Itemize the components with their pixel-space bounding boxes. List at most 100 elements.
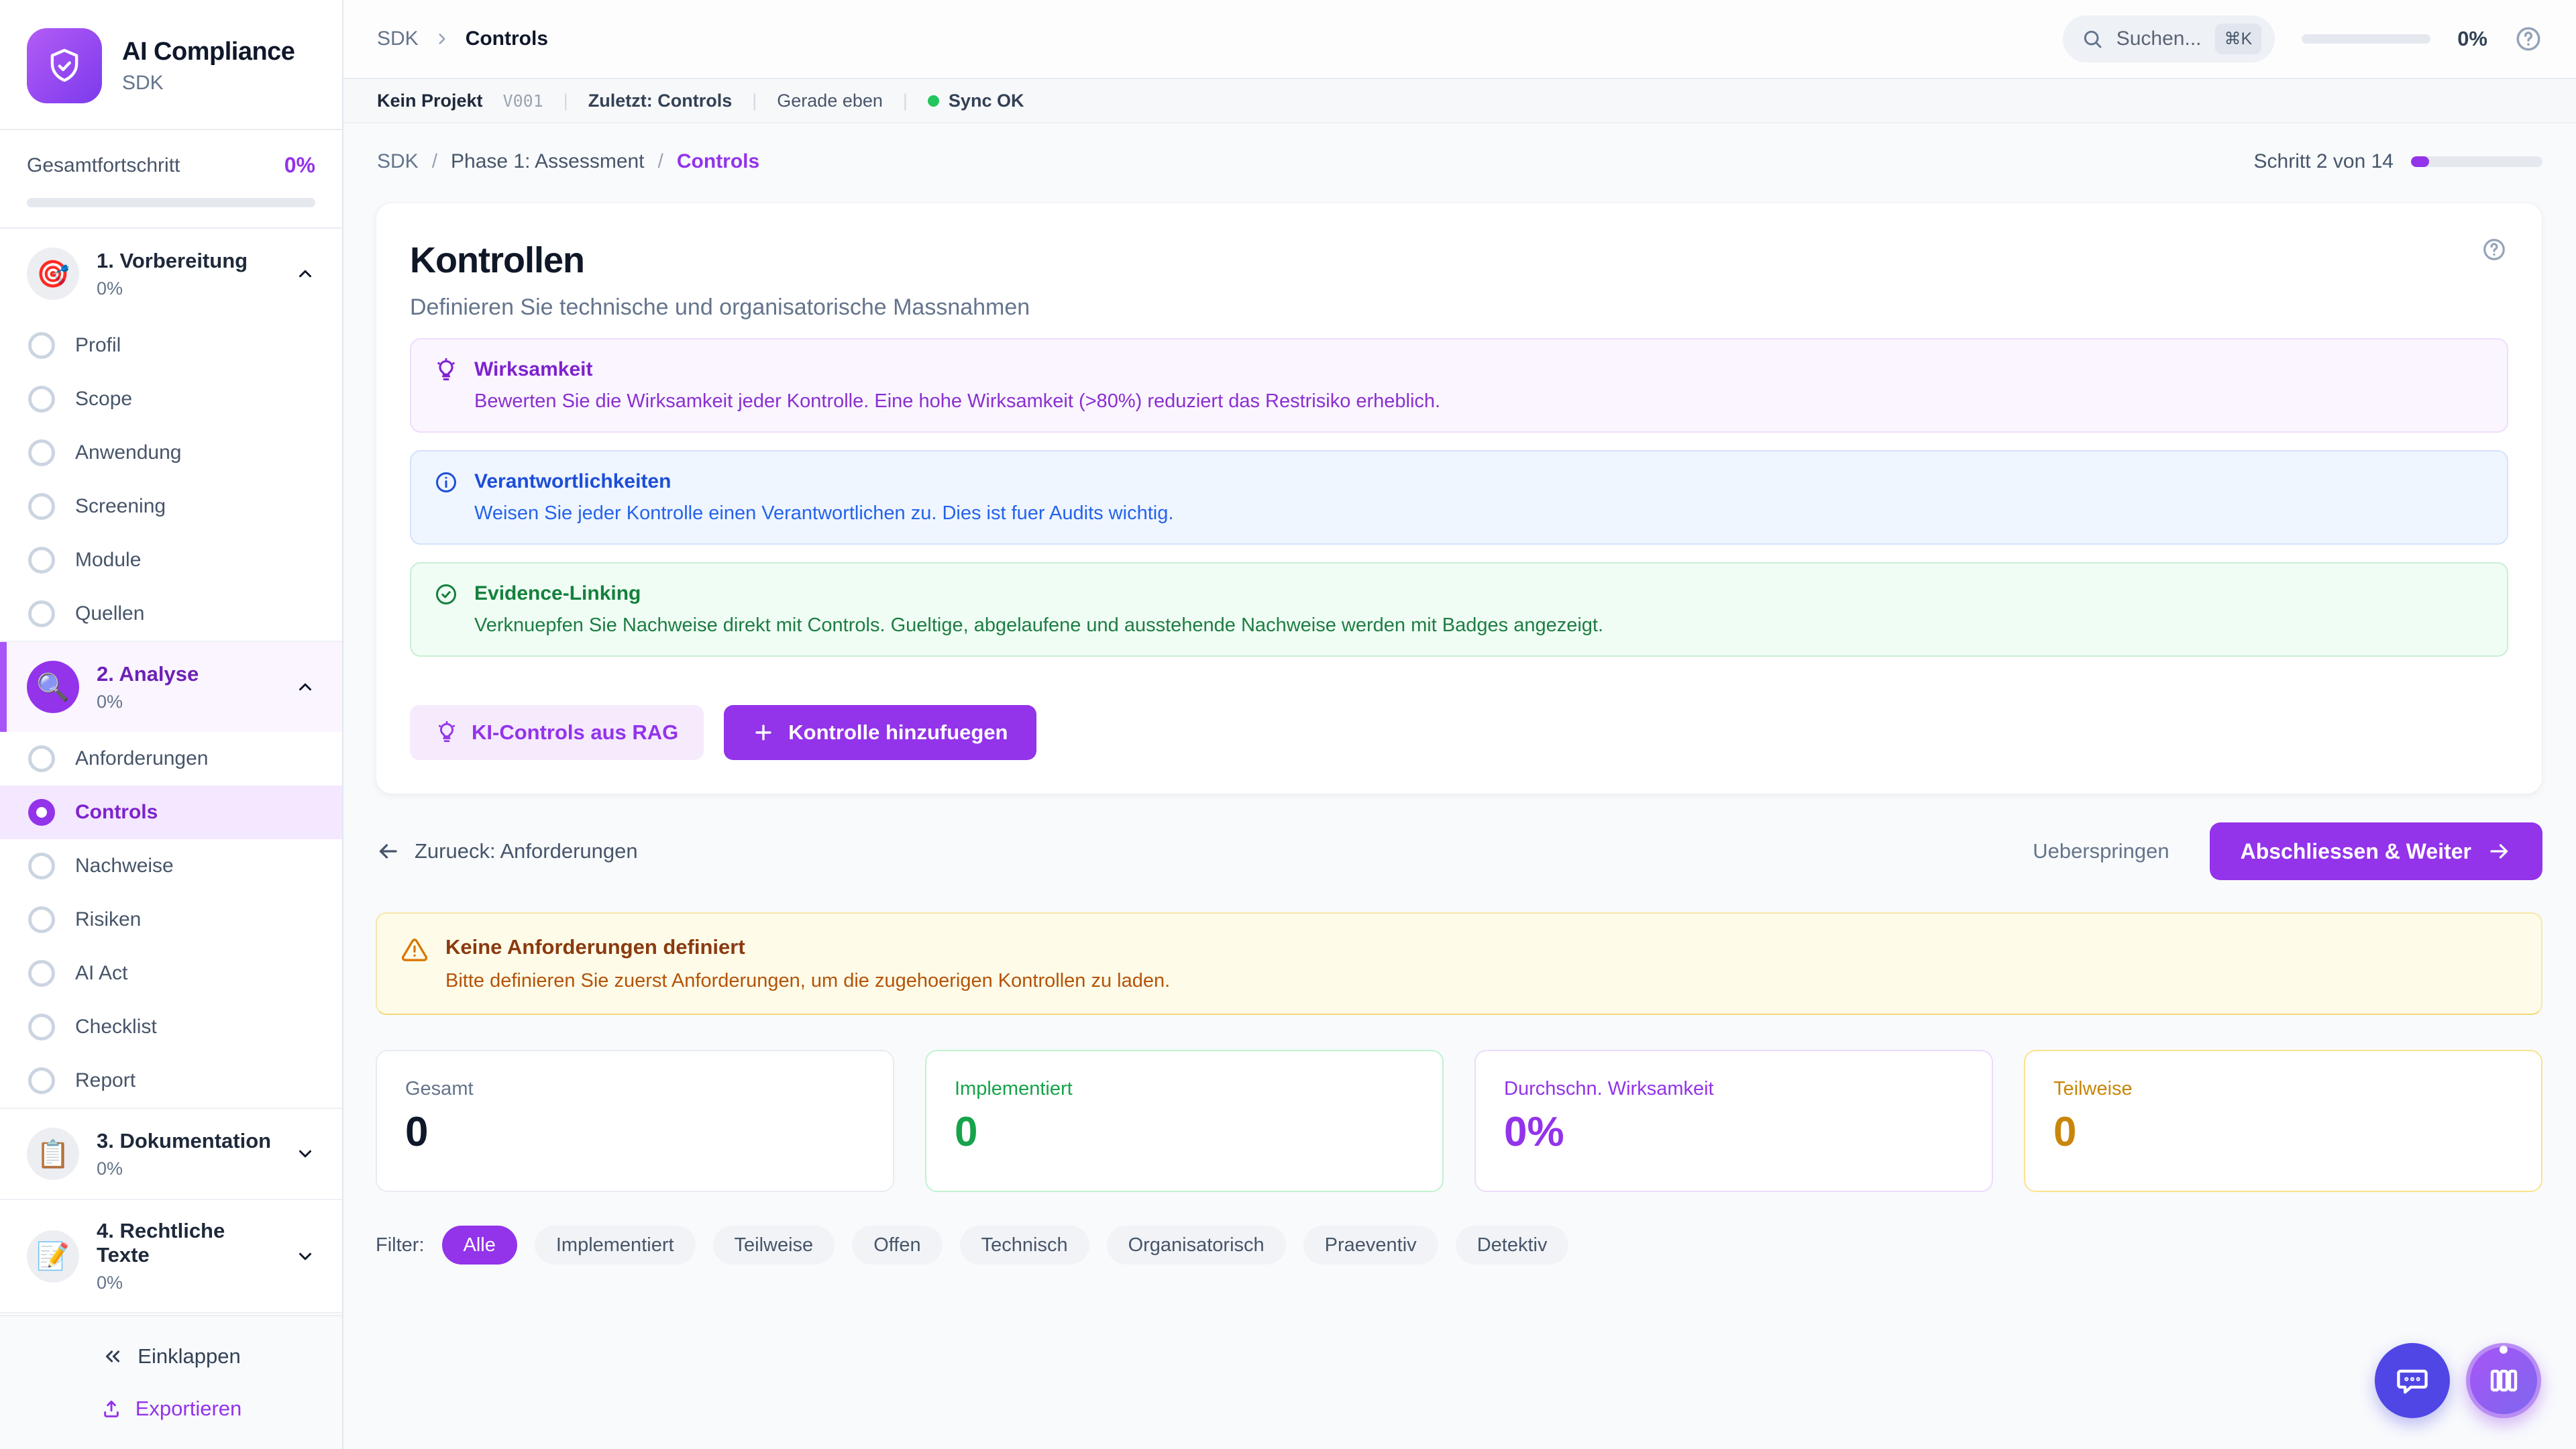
radio-icon [28,853,55,879]
filter-chip-technisch[interactable]: Technisch [959,1226,1089,1265]
filter-chip-detektiv[interactable]: Detektiv [1455,1226,1569,1265]
version-badge: V001 [502,91,543,111]
breadcrumb-current: Controls [465,28,549,50]
path-phase[interactable]: Phase 1: Assessment [451,150,645,172]
export-button[interactable]: Exportieren [101,1397,241,1421]
radio-icon [28,547,55,574]
stat-value: 0 [405,1109,429,1155]
phase-label: 3. Dokumentation [97,1128,272,1152]
phase-header-dokumentation[interactable]: 📋 3. Dokumentation 0% [0,1109,342,1199]
filter-chip-offen[interactable]: Offen [852,1226,943,1265]
sidebar-item-screening[interactable]: Screening [0,480,342,533]
phase-header-vorbereitung[interactable]: 🎯 1. Vorbereitung 0% [0,229,342,319]
warning-banner: Keine Anforderungen definiert Bitte defi… [376,912,2542,1015]
phase-header-betrieb[interactable]: ⚙️ 5. Betrieb 0% [0,1313,342,1315]
sidebar-item-label: Module [75,549,142,571]
search-placeholder: Suchen... [2116,28,2202,50]
sidebar-item-ai-act[interactable]: AI Act [0,947,342,1000]
divider: | [752,90,757,111]
lightbulb-icon [435,721,458,744]
stat-label: Teilweise [2053,1078,2133,1099]
sidebar-item-anforderungen[interactable]: Anforderungen [0,732,342,786]
columns-icon [2487,1364,2520,1397]
sidebar-item-report[interactable]: Report [0,1054,342,1108]
sidebar-item-controls[interactable]: Controls [0,786,342,839]
filter-chip-teilweise[interactable]: Teilweise [712,1226,835,1265]
header-progress-value: 0% [2457,27,2487,50]
back-button[interactable]: Zurueck: Anforderungen [376,839,638,863]
info-box-verantwortlichkeiten: Verantwortlichkeiten Weisen Sie jeder Ko… [410,450,2508,545]
header-progress-bar [2302,34,2431,44]
sidebar-item-profil[interactable]: Profil [0,319,342,372]
breadcrumb: SDK Controls [377,28,548,50]
sidebar-item-scope[interactable]: Scope [0,372,342,426]
chevron-down-icon [295,1144,315,1164]
sidebar-item-checklist[interactable]: Checklist [0,1000,342,1054]
stat-label: Durchschn. Wirksamkeit [1504,1078,1714,1099]
info-box-wirksamkeit: Wirksamkeit Bewerten Sie die Wirksamkeit… [410,338,2508,433]
sidebar-footer: Einklappen Exportieren [0,1315,342,1449]
sidebar-item-label: Profil [75,334,121,356]
phase-header-rechtliche-texte[interactable]: 📝 4. Rechtliche Texte 0% [0,1200,342,1312]
breadcrumb-root[interactable]: SDK [377,28,419,50]
skip-button[interactable]: Ueberspringen [2033,839,2169,863]
path-separator: / [657,150,663,172]
sidebar-item-quellen[interactable]: Quellen [0,587,342,641]
sidebar-item-label: Screening [75,495,166,517]
search-icon [2082,28,2103,50]
chat-fab-button[interactable] [2375,1343,2450,1418]
app-title: AI Compliance [122,37,295,66]
phase-percent: 0% [97,1273,123,1293]
chevron-up-icon [295,264,315,284]
step-progress: Schritt 2 von 14 [2254,150,2542,173]
filter-chip-alle[interactable]: Alle [441,1226,517,1265]
floating-buttons [2375,1343,2541,1418]
sidebar-item-module[interactable]: Module [0,533,342,587]
filter-chip-praeventiv[interactable]: Praeventiv [1303,1226,1438,1265]
memo-pencil-icon: 📝 [27,1230,79,1283]
path-root[interactable]: SDK [377,150,419,172]
info-title: Wirksamkeit [474,358,593,380]
filter-chip-organisatorisch[interactable]: Organisatorisch [1106,1226,1286,1265]
sidebar-item-label: Nachweise [75,855,174,877]
chevron-right-icon [433,30,451,48]
radio-icon [28,1067,55,1094]
ki-controls-rag-button[interactable]: KI-Controls aus RAG [410,705,704,760]
info-text: Bewerten Sie die Wirksamkeit jeder Kontr… [474,390,1441,412]
stats-row: Gesamt 0 Implementiert 0 Durchschn. Wirk… [376,1050,2542,1192]
sidebar-item-anwendung[interactable]: Anwendung [0,426,342,480]
chevron-down-icon [295,1246,315,1267]
stat-card-wirksamkeit: Durchschn. Wirksamkeit 0% [1474,1050,1993,1192]
filter-chip-implementiert[interactable]: Implementiert [534,1226,696,1265]
phase-breadcrumb: SDK / Phase 1: Assessment / Controls [377,150,759,173]
help-icon[interactable] [2514,25,2542,53]
stat-card-implementiert: Implementiert 0 [925,1050,1444,1192]
search-input[interactable]: Suchen... ⌘K [2062,15,2275,62]
collapse-sidebar-button[interactable]: Einklappen [101,1344,241,1368]
overall-progress-value: 0% [284,153,315,177]
divider: | [563,90,568,111]
app-header: AI Compliance SDK [0,0,342,129]
sidebar-item-nachweise[interactable]: Nachweise [0,839,342,893]
radio-icon [28,1014,55,1040]
arrow-right-icon [2487,839,2512,863]
radio-icon [28,332,55,359]
info-title: Evidence-Linking [474,582,641,604]
add-control-button[interactable]: Kontrolle hinzufuegen [724,705,1036,760]
kanban-fab-button[interactable] [2466,1343,2541,1418]
sidebar-item-label: AI Act [75,962,128,984]
info-text: Weisen Sie jeder Kontrolle einen Verantw… [474,502,1174,524]
page-title: Kontrollen [410,240,585,280]
phase-rechtliche-texte: 📝 4. Rechtliche Texte 0% [0,1200,342,1313]
finish-next-button[interactable]: Abschliessen & Weiter [2209,822,2542,880]
chevron-up-icon [295,677,315,697]
sidebar-item-risiken[interactable]: Risiken [0,893,342,947]
phase-label: 2. Analyse [97,661,199,686]
info-box-evidence-linking: Evidence-Linking Verknuepfen Sie Nachwei… [410,562,2508,657]
collapse-label: Einklappen [138,1344,241,1368]
phase-header-analyse[interactable]: 🔍 2. Analyse 0% [0,642,342,732]
radio-checked-icon [28,799,55,826]
radio-icon [28,386,55,413]
sidebar-item-label: Checklist [75,1016,157,1038]
help-icon[interactable] [2481,237,2507,262]
